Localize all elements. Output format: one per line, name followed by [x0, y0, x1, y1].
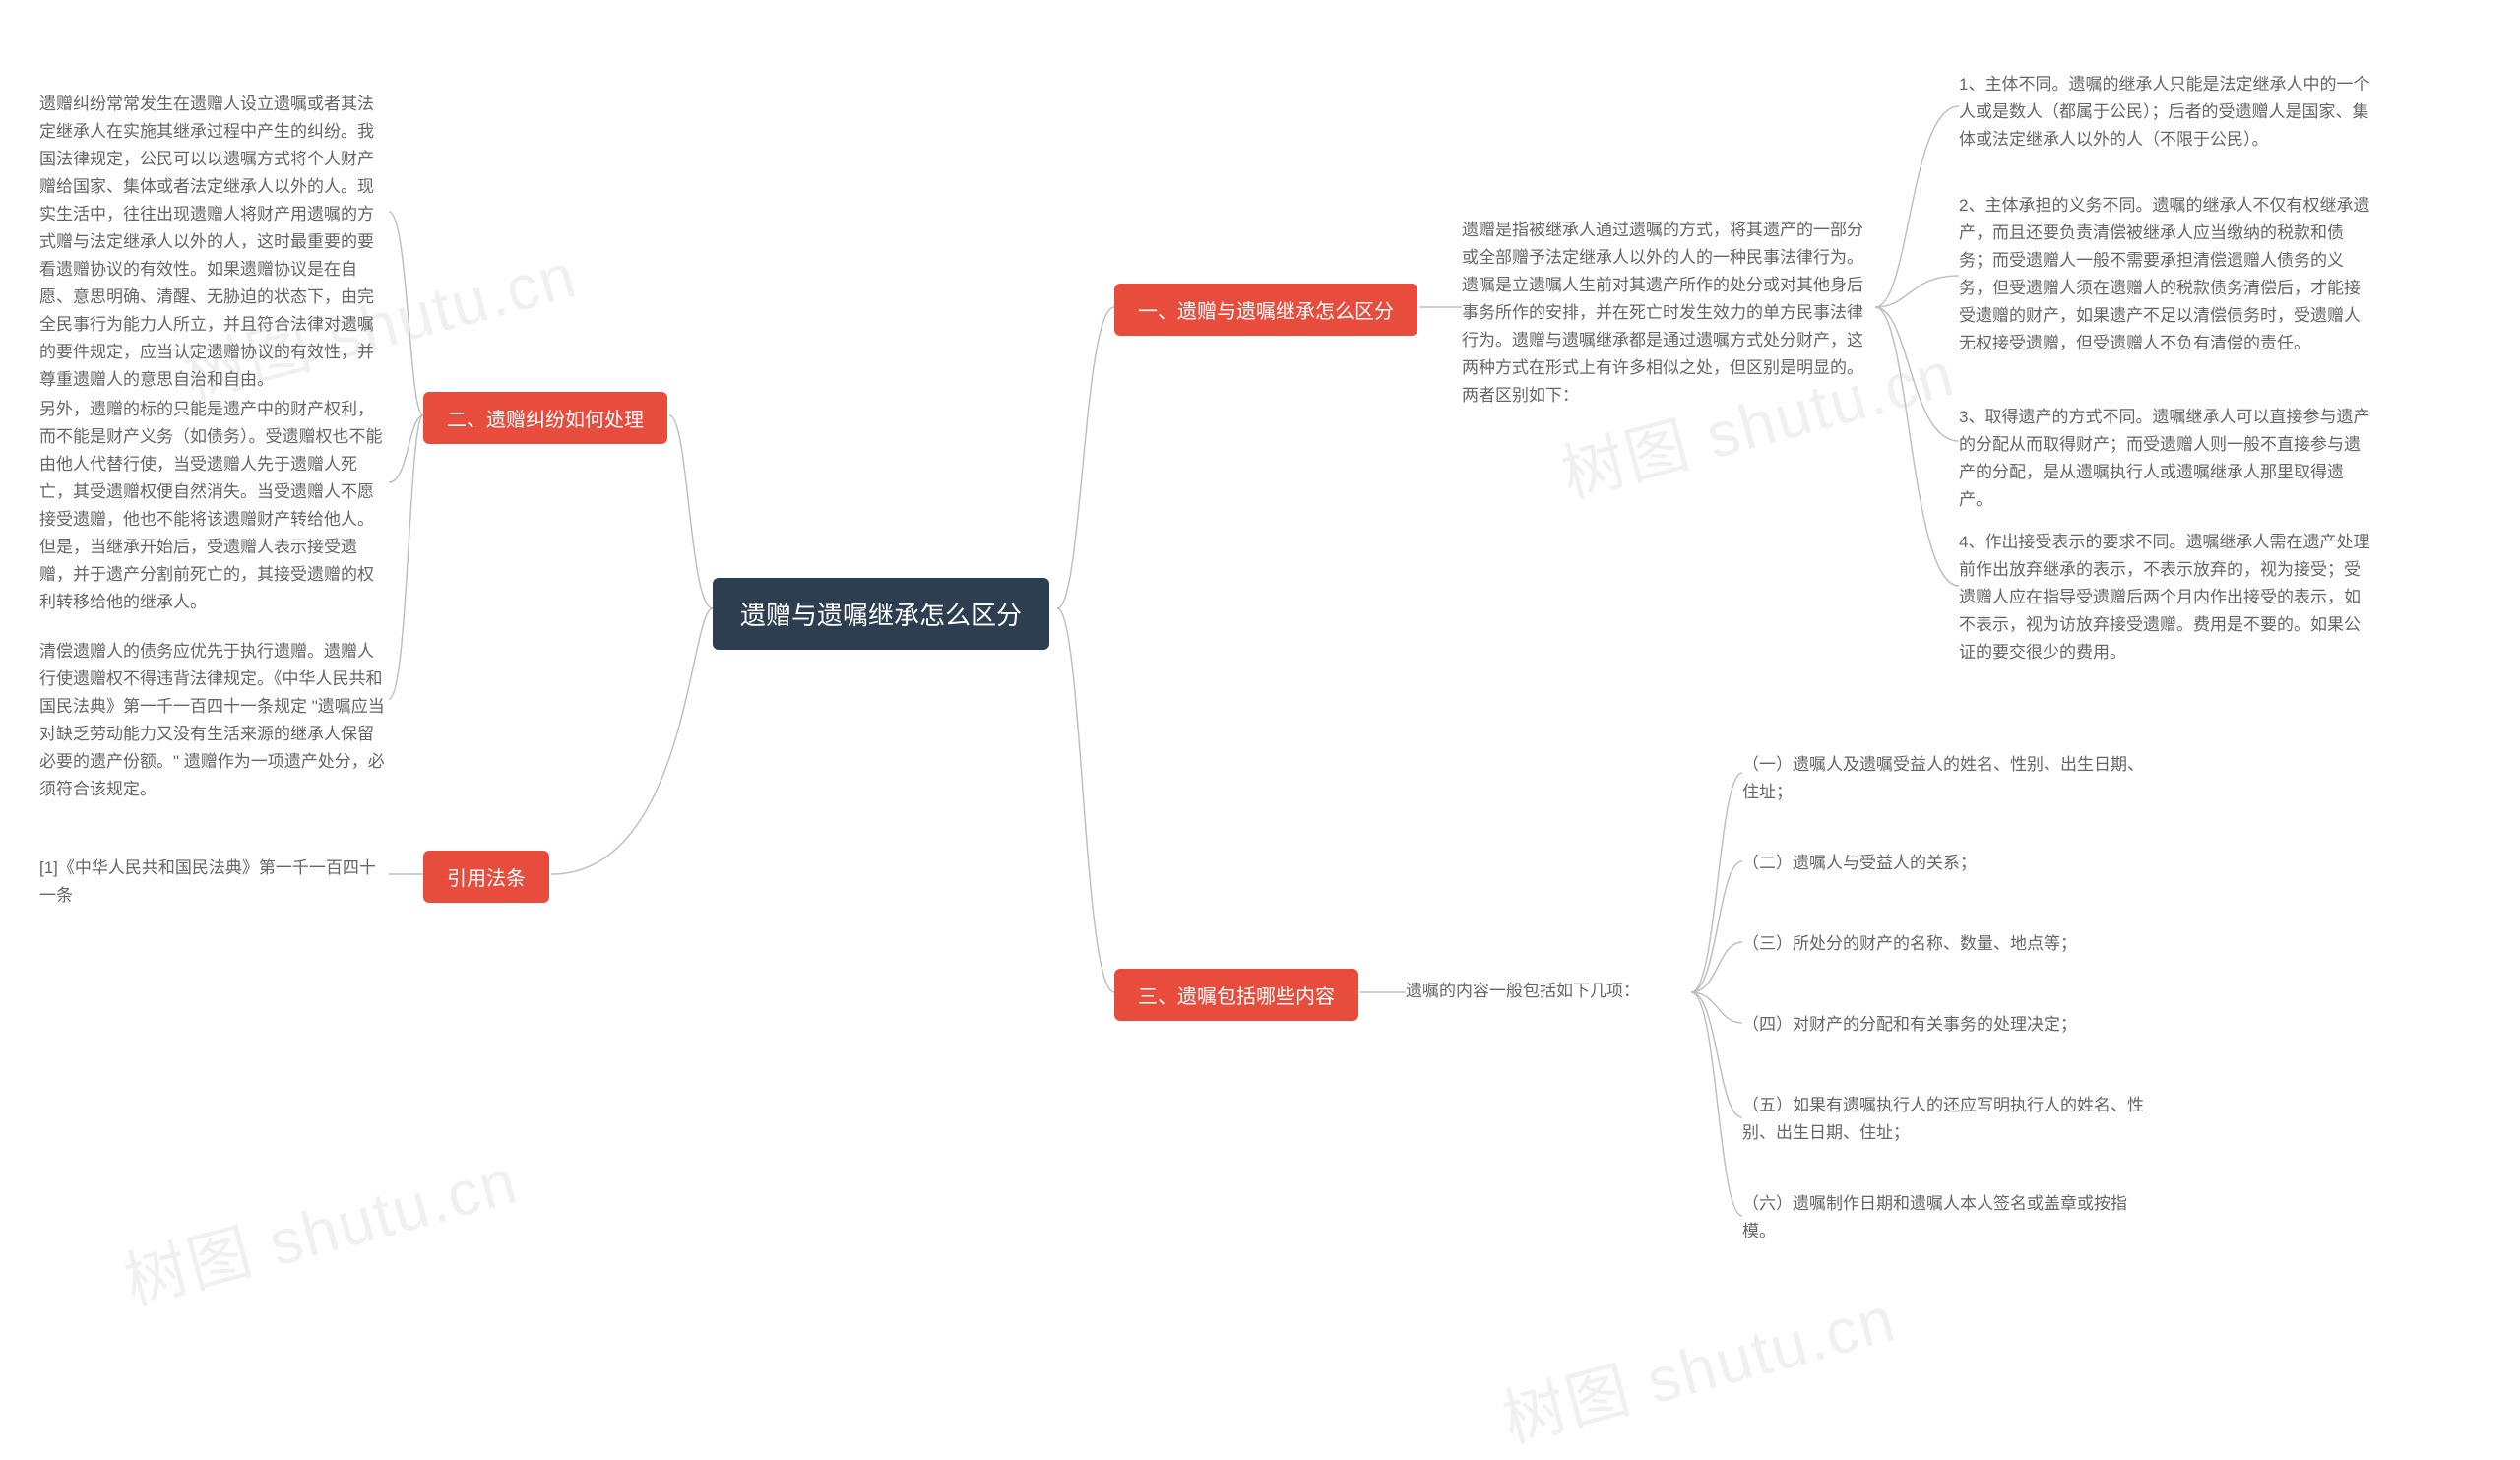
mid-leaf: 遗嘱的内容一般包括如下几项：	[1406, 978, 1691, 1005]
leaf-item: （六）遗嘱制作日期和遗嘱人本人签名或盖章或按指模。	[1742, 1190, 2156, 1245]
leaf-text: 清偿遗赠人的债务应优先于执行遗赠。遗赠人行使遗赠权不得违背法律规定。《中华人民共…	[39, 642, 385, 798]
leaf-item: [1]《中华人民共和国民法典》第一千一百四十一条	[39, 855, 384, 910]
leaf-text: （一）遗嘱人及遗嘱受益人的姓名、性别、出生日期、住址；	[1742, 755, 2144, 801]
leaf-item: 1、主体不同。遗嘱的继承人只能是法定继承人中的一个人或是数人（都属于公民）；后者…	[1959, 71, 2372, 154]
leaf-item: 4、作出接受表示的要求不同。遗嘱继承人需在遗产处理前作出放弃继承的表示，不表示放…	[1959, 529, 2372, 667]
branch-label: 三、遗嘱包括哪些内容	[1138, 986, 1335, 1008]
leaf-item: （一）遗嘱人及遗嘱受益人的姓名、性别、出生日期、住址；	[1742, 751, 2156, 806]
leaf-text: （二）遗嘱人与受益人的关系；	[1742, 854, 1977, 872]
branch-label: 引用法条	[447, 868, 526, 890]
center-label: 遗赠与遗嘱继承怎么区分	[740, 601, 1022, 630]
branch-node-citation: 引用法条	[423, 851, 549, 903]
leaf-item: 另外，遗赠的标的只能是遗产中的财产权利，而不能是财产义务（如债务）。受遗赠权也不…	[39, 396, 389, 616]
center-node: 遗赠与遗嘱继承怎么区分	[713, 578, 1049, 650]
leaf-text: （五）如果有遗嘱执行人的还应写明执行人的姓名、性别、出生日期、住址；	[1742, 1096, 2144, 1142]
leaf-item: （五）如果有遗嘱执行人的还应写明执行人的姓名、性别、出生日期、住址；	[1742, 1092, 2156, 1147]
leaf-text: （三）所处分的财产的名称、数量、地点等；	[1742, 934, 2077, 953]
leaf-text: 2、主体承担的义务不同。遗嘱的继承人不仅有权继承遗产，而且还要负责清偿被继承人应…	[1959, 196, 2369, 352]
watermark: 树图 shutu.cn	[1491, 1269, 1905, 1460]
branch-label: 一、遗赠与遗嘱继承怎么区分	[1138, 301, 1394, 323]
leaf-text: （六）遗嘱制作日期和遗嘱人本人签名或盖章或按指模。	[1742, 1194, 2127, 1240]
branch-node-left-2: 二、遗赠纠纷如何处理	[423, 392, 667, 444]
leaf-item: （二）遗嘱人与受益人的关系；	[1742, 850, 2156, 877]
leaf-text: 另外，遗赠的标的只能是遗产中的财产权利，而不能是财产义务（如债务）。受遗赠权也不…	[39, 400, 383, 611]
branch-node-right-1: 一、遗赠与遗嘱继承怎么区分	[1114, 284, 1418, 336]
leaf-text: 遗赠是指被继承人通过遗嘱的方式，将其遗产的一部分或全部赠予法定继承人以外的人的一…	[1462, 221, 1863, 405]
branch-node-right-3: 三、遗嘱包括哪些内容	[1114, 969, 1358, 1021]
leaf-text: 1、主体不同。遗嘱的继承人只能是法定继承人中的一个人或是数人（都属于公民）；后者…	[1959, 75, 2369, 149]
leaf-text: 遗嘱的内容一般包括如下几项：	[1406, 982, 1640, 1000]
leaf-text: 4、作出接受表示的要求不同。遗嘱继承人需在遗产处理前作出放弃继承的表示，不表示放…	[1959, 533, 2369, 662]
watermark: 树图 shutu.cn	[113, 1131, 527, 1323]
leaf-text: （四）对财产的分配和有关事务的处理决定；	[1742, 1015, 2077, 1034]
leaf-item: 遗赠纠纷常常发生在遗赠人设立遗嘱或者其法定继承人在实施其继承过程中产生的纠纷。我…	[39, 91, 389, 395]
leaf-item: （三）所处分的财产的名称、数量、地点等；	[1742, 930, 2156, 958]
leaf-item: 2、主体承担的义务不同。遗嘱的继承人不仅有权继承遗产，而且还要负责清偿被继承人应…	[1959, 192, 2372, 357]
leaf-text: 3、取得遗产的方式不同。遗嘱继承人可以直接参与遗产的分配从而取得财产；而受遗赠人…	[1959, 408, 2369, 509]
leaf-text: [1]《中华人民共和国民法典》第一千一百四十一条	[39, 858, 376, 905]
leaf-text: 遗赠纠纷常常发生在遗赠人设立遗嘱或者其法定继承人在实施其继承过程中产生的纠纷。我…	[39, 95, 374, 389]
leaf-item: （四）对财产的分配和有关事务的处理决定；	[1742, 1011, 2156, 1039]
leaf-item: 3、取得遗产的方式不同。遗嘱继承人可以直接参与遗产的分配从而取得财产；而受遗赠人…	[1959, 404, 2372, 514]
branch-label: 二、遗赠纠纷如何处理	[447, 410, 644, 431]
mid-leaf: 遗赠是指被继承人通过遗嘱的方式，将其遗产的一部分或全部赠予法定继承人以外的人的一…	[1462, 217, 1875, 410]
leaf-item: 清偿遗赠人的债务应优先于执行遗赠。遗赠人行使遗赠权不得违背法律规定。《中华人民共…	[39, 638, 389, 803]
